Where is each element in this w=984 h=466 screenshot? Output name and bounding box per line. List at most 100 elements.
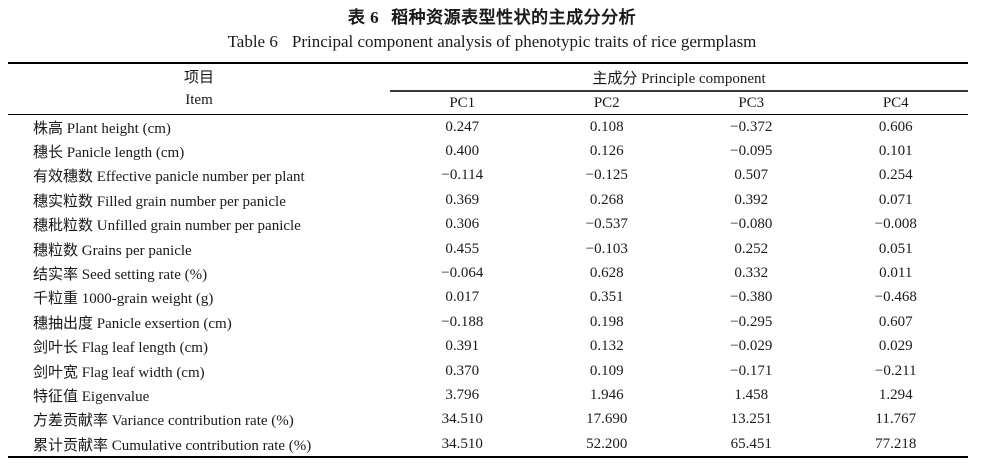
table-row: 千粒重 1000-grain weight (g) 0.017 0.351 −0.38… (8, 286, 968, 310)
cell-value: −0.064 (441, 265, 484, 282)
row-label: 累计贡献率 Cumulative contribution rate (%) (33, 437, 312, 454)
cell-value: −0.171 (730, 362, 773, 379)
cell-value: −0.537 (585, 216, 628, 233)
table-row: 穗实粒数 Filled grain number per panicle 0.36… (8, 188, 968, 212)
cell-value: −0.295 (730, 313, 773, 330)
row-label: 株高 Plant height (cm) (33, 120, 171, 137)
table-title-zh: 表 6 稻种资源表型性状的主成分分析 (0, 6, 984, 30)
item-column-header-zh: 项目 (183, 69, 214, 86)
cell-value: 77.218 (875, 435, 917, 452)
row-label: 结实率 Seed setting rate (%) (33, 267, 208, 284)
item-column-header-en: Item (185, 92, 213, 108)
item-column-header: 项目 Item (8, 63, 390, 115)
pca-table: 项目 Item 主成分 Principle component PC1 PC2 PC… (8, 62, 968, 459)
row-label: 千粒重 1000-grain weight (g) (33, 291, 214, 308)
table-row: 穗长 Panicle length (cm) 0.400 0.126 −0.095 0.… (8, 139, 968, 163)
cell-value: 1.294 (878, 386, 913, 403)
cell-value: 0.051 (878, 240, 913, 257)
cell-value: 34.510 (441, 411, 483, 428)
row-label: 穗长 Panicle length (cm) (33, 145, 185, 162)
cell-value: 0.507 (734, 167, 769, 184)
table-row: 剑叶宽 Flag leaf width (cm) 0.370 0.109 −0.171… (8, 359, 968, 383)
cell-value: −0.211 (874, 362, 917, 379)
table-row: 结实率 Seed setting rate (%) −0.064 0.628 0.33… (8, 261, 968, 285)
column-header-pc4: PC4 (823, 91, 968, 115)
cell-value: −0.114 (441, 167, 484, 184)
cell-value: 0.351 (589, 289, 624, 306)
cell-value: 0.252 (734, 240, 769, 257)
cell-value: 0.268 (589, 191, 624, 208)
cell-value: 0.071 (878, 191, 913, 208)
cell-value: −0.468 (874, 289, 917, 306)
cell-value: 17.690 (586, 411, 628, 428)
table-body: 株高 Plant height (cm) 0.247 0.108 −0.372 0.60… (8, 115, 968, 458)
cell-value: 0.126 (589, 143, 624, 160)
cell-value: 0.370 (445, 362, 480, 379)
cell-value: −0.103 (585, 240, 628, 257)
table-titles: 表 6 稻种资源表型性状的主成分分析 Table 6 Principal compo… (0, 6, 984, 54)
cell-value: 0.109 (589, 362, 624, 379)
cell-value: 0.400 (445, 143, 480, 160)
cell-value: −0.125 (585, 167, 628, 184)
table-row: 穗秕粒数 Unfilled grain number per panicle 0.… (8, 213, 968, 237)
cell-value: −0.029 (730, 338, 773, 355)
cell-value: 34.510 (441, 435, 483, 452)
cell-value: −0.008 (874, 216, 917, 233)
cell-value: 0.132 (589, 338, 624, 355)
table-title-en-text: Principal component analysis of phenotyp… (291, 32, 757, 51)
column-header-pc3: PC3 (679, 91, 824, 115)
group-header-row: 项目 Item 主成分 Principle component (8, 63, 968, 115)
cell-value: 11.767 (875, 411, 917, 428)
cell-value: 13.251 (730, 411, 772, 428)
row-label: 有效穗数 Effective panicle number per plant (33, 169, 305, 186)
table-row: 株高 Plant height (cm) 0.247 0.108 −0.372 0.60… (8, 115, 968, 140)
cell-value: 0.011 (879, 265, 913, 282)
cell-value: 0.108 (589, 118, 624, 135)
row-label: 穗实粒数 Filled grain number per panicle (33, 193, 286, 210)
cell-value: 65.451 (730, 435, 772, 452)
cell-value: 0.606 (878, 118, 913, 135)
row-label: 剑叶宽 Flag leaf width (cm) (33, 364, 205, 381)
table-row: 方差贡献率 Variance contribution rate (%) 34.5… (8, 408, 968, 432)
cell-value: 52.200 (586, 435, 628, 452)
cell-value: −0.188 (441, 313, 484, 330)
cell-value: −0.080 (730, 216, 773, 233)
table-title-zh-text: 稻种资源表型性状的主成分分析 (391, 8, 637, 27)
table-number-zh: 表 6 (347, 8, 380, 27)
cell-value: 0.628 (589, 265, 624, 282)
row-label: 方差贡献率 Variance contribution rate (%) (33, 413, 294, 430)
table-header: 项目 Item 主成分 Principle component PC1 PC2 PC… (8, 63, 968, 115)
column-header-pc2: PC2 (534, 91, 679, 115)
pc-header-row: PC1 PC2 PC3 PC4 (8, 91, 968, 115)
cell-value: −0.372 (730, 118, 773, 135)
cell-value: −0.380 (730, 289, 773, 306)
cell-value: −0.095 (730, 143, 773, 160)
cell-value: 0.101 (878, 143, 913, 160)
row-label: 穗秕粒数 Unfilled grain number per panicle (33, 218, 301, 235)
cell-value: 0.392 (734, 191, 769, 208)
cell-value: 0.391 (445, 338, 480, 355)
row-label: 特征值 Eigenvalue (33, 388, 150, 405)
table-row: 穗抽出度 Panicle exsertion (cm) −0.188 0.198 −0… (8, 310, 968, 334)
cell-value: 0.254 (878, 167, 913, 184)
row-label: 穗抽出度 Panicle exsertion (cm) (33, 315, 232, 332)
row-label: 剑叶长 Flag leaf length (cm) (33, 340, 208, 357)
table-row: 穗粒数 Grains per panicle 0.455 −0.103 0.252 0.… (8, 237, 968, 261)
cell-value: 0.247 (445, 118, 480, 135)
cell-value: 0.017 (445, 289, 480, 306)
cell-value: 1.946 (589, 386, 624, 403)
table-number-en: Table 6 (227, 32, 278, 51)
row-label: 穗粒数 Grains per panicle (33, 242, 192, 259)
cell-value: 0.332 (734, 265, 769, 282)
cell-value: 0.455 (445, 240, 480, 257)
cell-value: 0.306 (445, 216, 480, 233)
cell-value: 0.369 (445, 191, 480, 208)
column-header-pc1: PC1 (390, 91, 535, 115)
cell-value: 0.198 (589, 313, 624, 330)
principal-component-group-header: 主成分 Principle component (390, 63, 968, 92)
table-row: 有效穗数 Effective panicle number per plant −… (8, 164, 968, 188)
table-title-en: Table 6 Principal component analysis of p… (0, 30, 984, 54)
table-row: 特征值 Eigenvalue 3.796 1.946 1.458 1.294 (8, 383, 968, 407)
table-row: 累计贡献率 Cumulative contribution rate (%) 34… (8, 432, 968, 457)
